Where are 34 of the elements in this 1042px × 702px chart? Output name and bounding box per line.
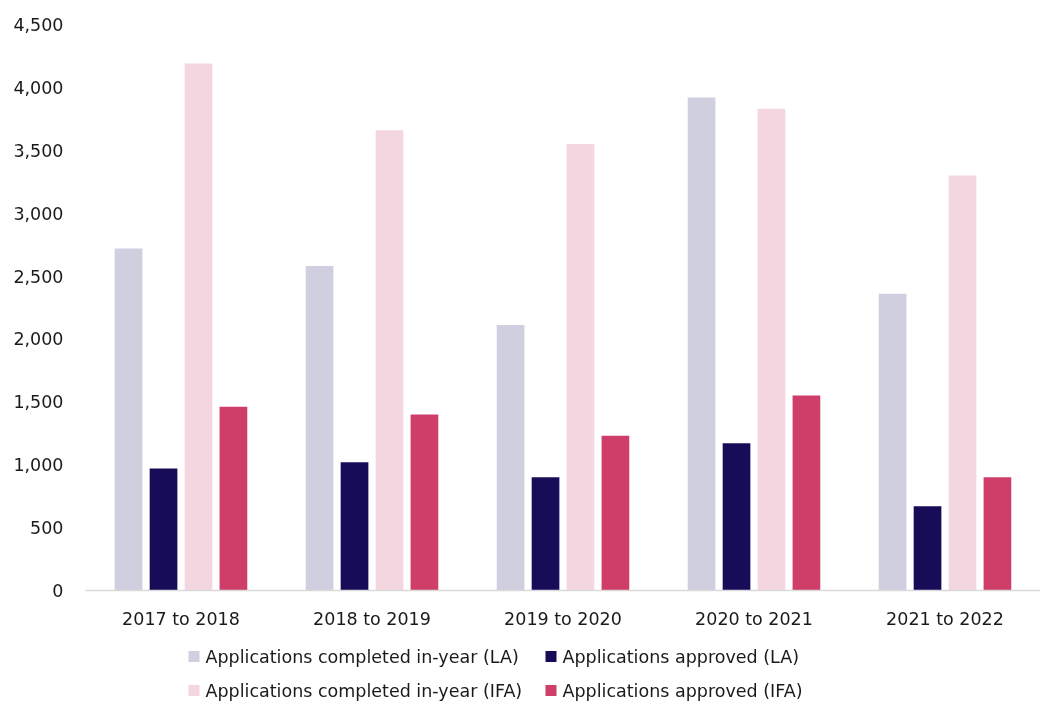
legend-label: Applications completed in-year (LA) — [205, 646, 519, 667]
bar — [340, 462, 369, 591]
x-tick-label: 2017 to 2018 — [122, 608, 240, 629]
bar — [566, 143, 595, 591]
bar — [913, 506, 942, 591]
bar — [375, 130, 404, 591]
bar — [531, 477, 560, 591]
bar — [184, 63, 213, 591]
y-tick-label: 500 — [30, 518, 64, 539]
y-tick-label: 1,500 — [13, 392, 64, 413]
x-tick-label: 2020 to 2021 — [695, 608, 813, 629]
y-tick-label: 3,500 — [13, 140, 64, 161]
bar — [149, 468, 178, 591]
bar — [601, 435, 630, 591]
legend-label: Applications completed in-year (IFA) — [205, 680, 523, 701]
y-tick-label: 4,000 — [13, 77, 64, 98]
y-tick-label: 2,500 — [13, 266, 64, 287]
y-tick-label: 1,000 — [13, 455, 64, 476]
x-tick-label: 2019 to 2020 — [504, 608, 622, 629]
bar — [792, 395, 821, 591]
bar — [219, 406, 248, 591]
bar — [757, 108, 786, 591]
y-tick-label: 3,000 — [13, 203, 64, 224]
legend-label: Applications approved (LA) — [562, 646, 799, 667]
bar — [722, 443, 751, 591]
y-tick-label: 0 — [52, 581, 64, 601]
x-tick-label: 2018 to 2019 — [313, 608, 431, 629]
x-tick-label: 2021 to 2022 — [886, 608, 1004, 629]
bar — [948, 175, 977, 591]
legend-label: Applications approved (IFA) — [562, 680, 803, 701]
y-tick-label: 4,500 — [13, 15, 64, 35]
bar — [983, 477, 1012, 591]
bar — [410, 414, 439, 591]
y-tick-label: 2,000 — [13, 329, 64, 350]
